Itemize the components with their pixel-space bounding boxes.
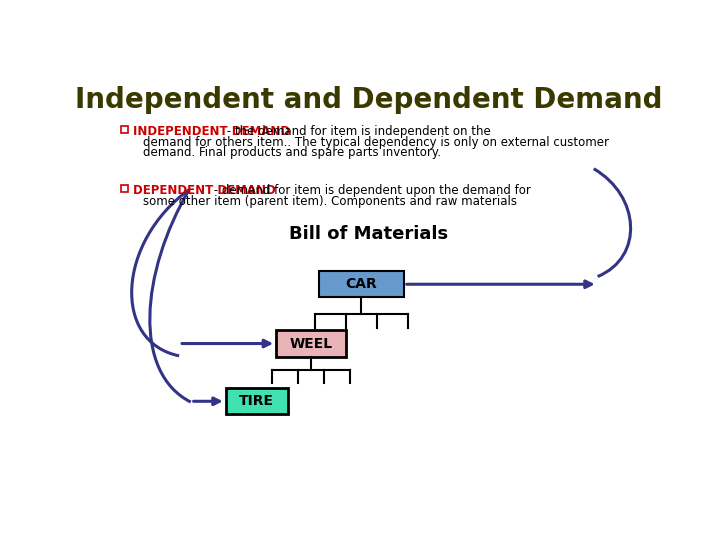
Text: - the demand for item is independent on the: - the demand for item is independent on … [223, 125, 491, 138]
Bar [225, 388, 287, 414]
Text: Independent and Dependent Demand: Independent and Dependent Demand [76, 86, 662, 114]
Text: CAR: CAR [346, 277, 377, 291]
Text: demand for others item.. The typical dependency is only on external customer: demand for others item.. The typical dep… [143, 136, 609, 148]
Bar [121, 126, 128, 132]
Text: - demand for item is dependent upon the demand for: - demand for item is dependent upon the … [210, 184, 531, 197]
Text: DEPENDENT DEMAND: DEPENDENT DEMAND [132, 184, 275, 197]
Bar [319, 271, 404, 298]
Text: Bill of Materials: Bill of Materials [289, 225, 449, 243]
Bar [276, 330, 346, 356]
Text: some other item (parent item). Components and raw materials: some other item (parent item). Component… [143, 195, 518, 208]
Text: demand. Final products and spare parts inventory.: demand. Final products and spare parts i… [143, 146, 441, 159]
Text: WEEL: WEEL [289, 336, 333, 350]
Text: INDEPENDENT DEMAND: INDEPENDENT DEMAND [132, 125, 289, 138]
Text: TIRE: TIRE [239, 394, 274, 408]
Bar [121, 185, 128, 192]
